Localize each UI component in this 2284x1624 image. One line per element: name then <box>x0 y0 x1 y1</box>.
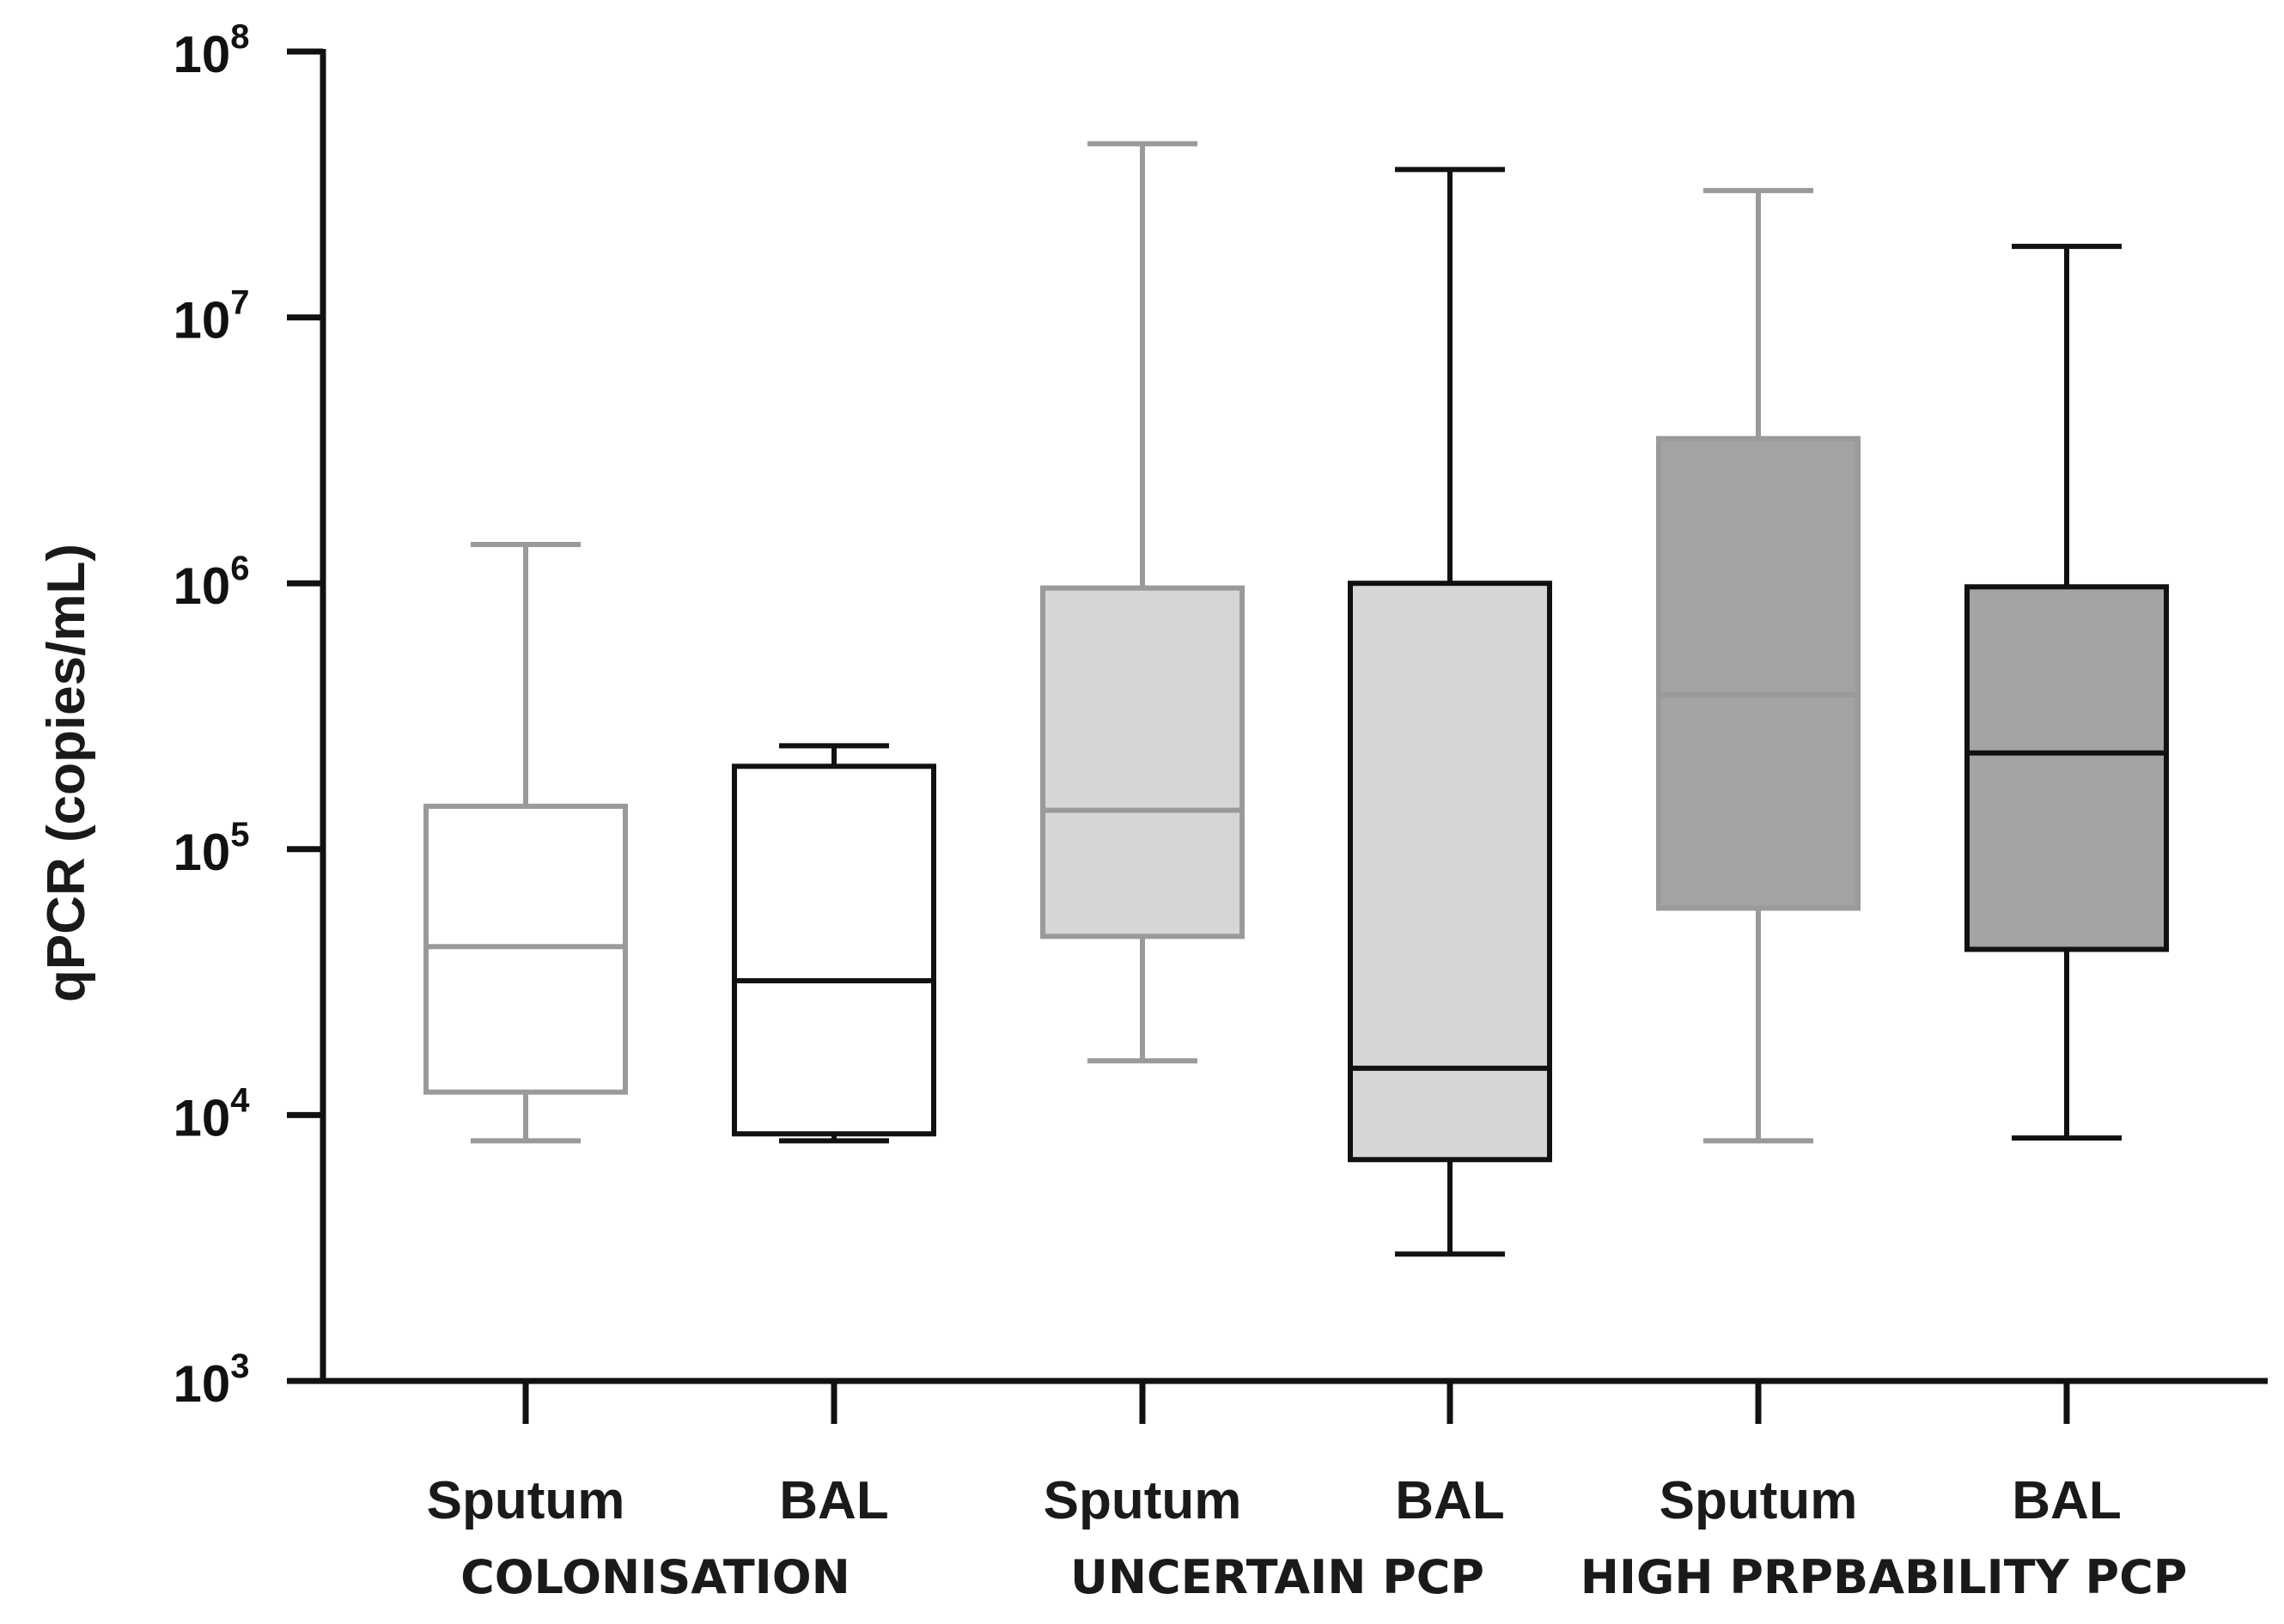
iqr-box <box>1656 435 1861 911</box>
y-tick-label: 107 <box>174 284 250 350</box>
category-label-bal: BAL <box>2012 1471 2121 1530</box>
iqr-box <box>1348 581 1552 1163</box>
category-label-sputum: Sputum <box>1660 1471 1858 1530</box>
iqr-box <box>732 763 936 1137</box>
category-label-bal: BAL <box>779 1471 888 1530</box>
box-3-sputum <box>1040 141 1245 1064</box>
y-axis-title: qPCR (copies/mL) <box>37 544 96 1002</box>
y-tick-label: 104 <box>174 1081 251 1147</box>
iqr-box <box>1964 584 2169 952</box>
axes-layer: 103 104 105 106 107 108 Sputum BAL Sputum BAL Sput… <box>174 18 2268 1604</box>
y-tick-label: 105 <box>174 816 250 881</box>
category-label-sputum: Sputum <box>1044 1471 1242 1530</box>
box-4-bal <box>1348 167 1552 1257</box>
box-5-sputum <box>1656 187 1861 1144</box>
iqr-box <box>1040 585 1245 940</box>
y-tick-label: 108 <box>174 18 250 83</box>
y-tick-label: 103 <box>174 1347 250 1413</box>
box-6-bal <box>1964 243 2169 1141</box>
category-label-bal: BAL <box>1395 1471 1504 1530</box>
boxes-layer <box>423 141 2169 1257</box>
y-tick-label: 106 <box>174 550 250 615</box>
group-label: COLONISATION <box>460 1550 850 1604</box>
group-label: HIGH PRPBABILITY PCP <box>1581 1550 2188 1604</box>
box-1-sputum <box>423 541 628 1144</box>
box-2-bal <box>732 743 936 1144</box>
category-label-sputum: Sputum <box>427 1471 625 1530</box>
group-label: UNCERTAIN PCP <box>1070 1550 1484 1604</box>
